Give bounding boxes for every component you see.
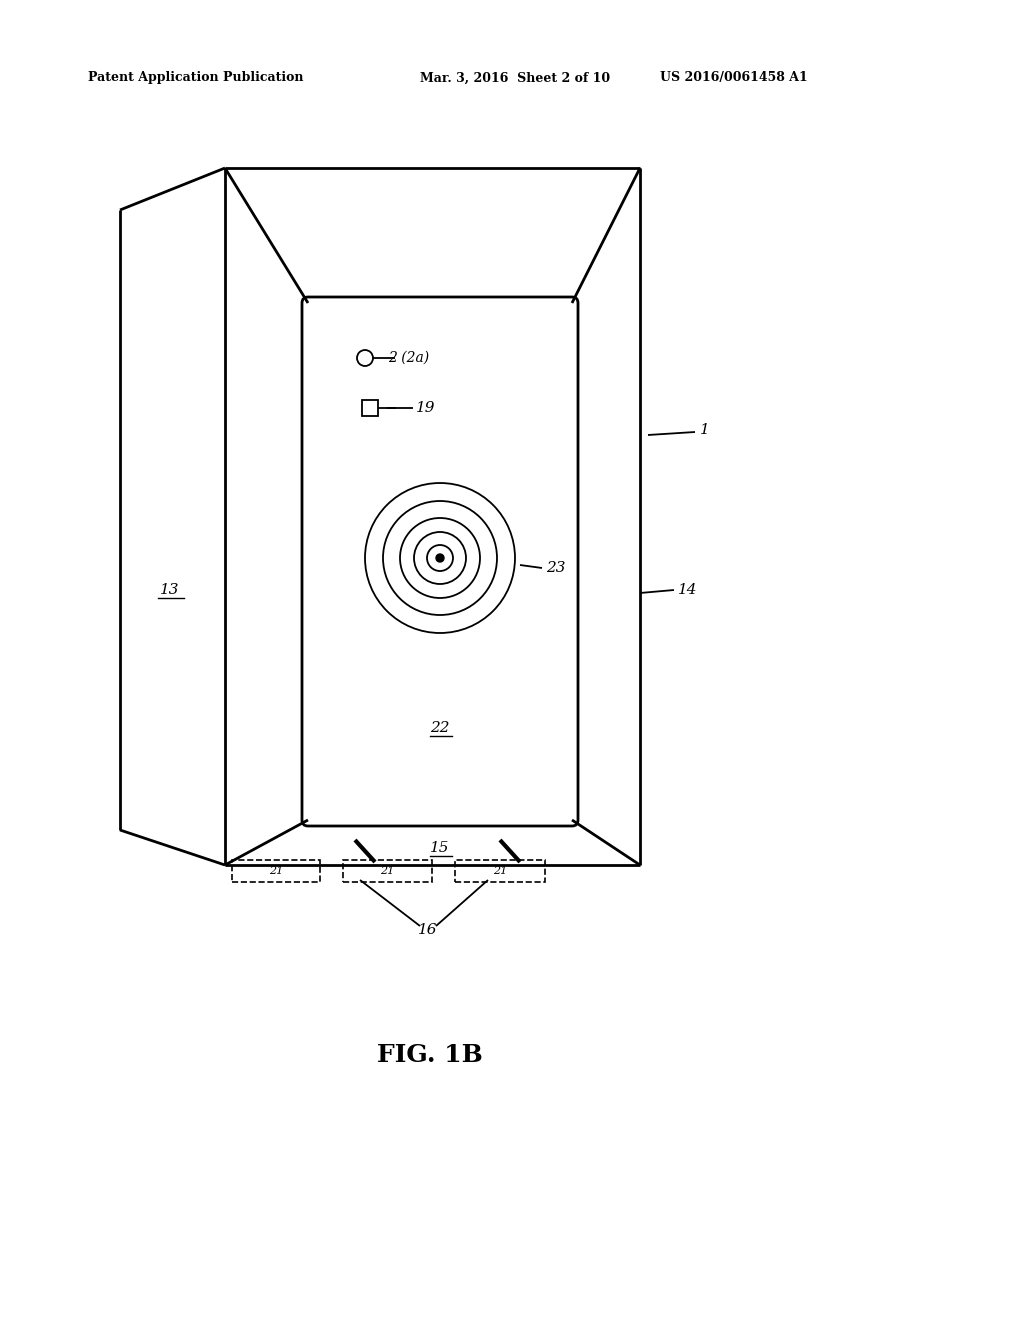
Text: 21: 21 bbox=[493, 866, 507, 876]
Text: 13: 13 bbox=[160, 583, 180, 597]
Text: FIG. 1B: FIG. 1B bbox=[377, 1043, 483, 1067]
Text: 19: 19 bbox=[416, 401, 435, 414]
Circle shape bbox=[436, 554, 444, 562]
Text: 15: 15 bbox=[430, 841, 450, 855]
Text: 21: 21 bbox=[380, 866, 394, 876]
Text: 22: 22 bbox=[430, 721, 450, 735]
Text: 2 (2a): 2 (2a) bbox=[388, 351, 429, 366]
Text: 16: 16 bbox=[418, 923, 437, 937]
Bar bbox=[455, 861, 545, 882]
Text: Mar. 3, 2016  Sheet 2 of 10: Mar. 3, 2016 Sheet 2 of 10 bbox=[420, 71, 610, 84]
Text: Patent Application Publication: Patent Application Publication bbox=[88, 71, 303, 84]
Text: 14: 14 bbox=[678, 583, 697, 597]
Text: 1: 1 bbox=[700, 422, 710, 437]
Text: US 2016/0061458 A1: US 2016/0061458 A1 bbox=[660, 71, 808, 84]
Bar bbox=[343, 861, 432, 882]
Bar bbox=[232, 861, 319, 882]
Bar bbox=[362, 400, 378, 416]
Text: 21: 21 bbox=[269, 866, 283, 876]
Text: 23: 23 bbox=[546, 561, 565, 576]
